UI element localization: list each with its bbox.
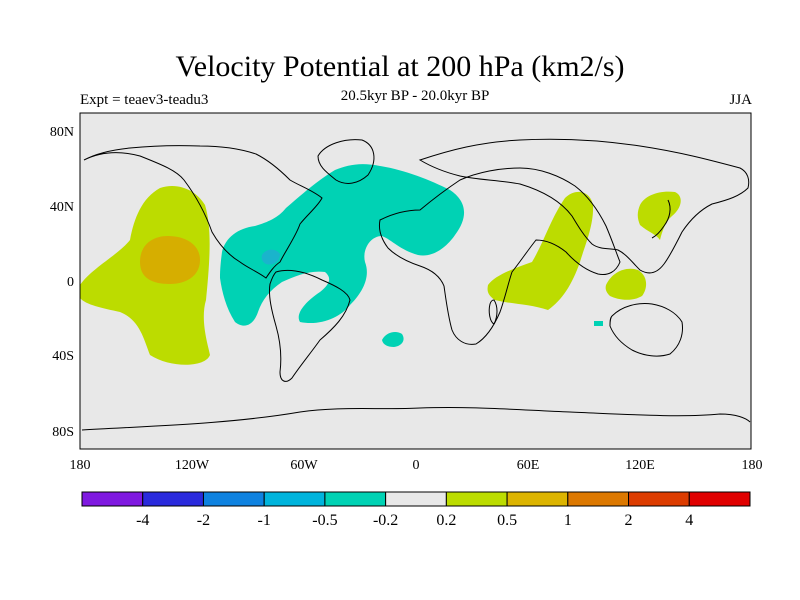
australia-coastline: [609, 303, 683, 357]
south-atlantic-negative-patch: [382, 332, 404, 347]
caribbean-negative-core: [261, 249, 280, 265]
colorbar-label: 2: [625, 512, 633, 529]
colorbar-swatch: [385, 491, 447, 507]
lat-tick-80s: 80S: [52, 425, 74, 440]
experiment-label: Expt = teaev3-teadu3: [80, 92, 209, 108]
colorbar-swatch: [81, 491, 144, 507]
longitude-axis: 180 120W 60W 0 60E 120E 180: [70, 458, 763, 473]
indian-ocean-negative-patch: [594, 321, 603, 326]
lon-tick-120e: 120E: [625, 458, 655, 473]
atlantic-eurasia-negative-region: [220, 164, 465, 326]
colorbar-swatch: [688, 491, 751, 507]
north-america-coastline: [83, 145, 323, 279]
colorbar-label: -1: [258, 512, 271, 529]
coastlines: [81, 138, 751, 431]
indian-ocean-positive-region: [487, 191, 594, 310]
colorbar-swatch: [263, 491, 326, 507]
lon-tick-180e: 180: [742, 458, 763, 473]
map-title: Velocity Potential at 200 hPa (km2/s): [175, 50, 625, 83]
colorbar: -4 -2 -1 -0.5 -0.2 0.2 0.5 1 2 4: [81, 491, 751, 529]
latitude-axis: 80N 40N 0 40S 80S: [50, 125, 74, 440]
colorbar-swatch: [142, 491, 204, 507]
lat-tick-40n: 40N: [50, 200, 74, 215]
time-period-label: 20.5kyr BP - 20.0kyr BP: [340, 88, 490, 104]
lon-tick-60e: 60E: [517, 458, 540, 473]
south-america-coastline: [269, 269, 351, 382]
japan-coastline: [651, 199, 671, 239]
madagascar-coastline: [488, 299, 498, 325]
colorbar-label: -4: [136, 512, 149, 529]
season-label: JJA: [729, 92, 752, 108]
colorbar-label: -0.2: [373, 512, 398, 529]
lon-tick-120w: 120W: [175, 458, 210, 473]
colorbar-swatch: [567, 491, 630, 507]
western-pacific-positive-region: [637, 191, 681, 240]
lat-tick-40s: 40S: [52, 349, 74, 364]
colorbar-swatch: [445, 491, 508, 507]
east-pacific-positive-core: [140, 236, 200, 284]
colorbar-swatch: [324, 491, 387, 507]
colorbar-label: 0.2: [436, 512, 456, 529]
colorbar-label: 1: [564, 512, 572, 529]
colorbar-label: 0.5: [497, 512, 517, 529]
colorbar-swatch: [202, 491, 265, 507]
antarctica-coastline: [81, 406, 751, 431]
maritime-continent-positive-region: [605, 268, 647, 300]
negative-anomaly-regions: [220, 164, 603, 347]
colorbar-swatch: [506, 491, 569, 507]
map-frame: [79, 112, 752, 450]
lat-tick-80n: 80N: [50, 125, 74, 140]
colorbar-swatch: [628, 491, 690, 507]
colorbar-label: -2: [197, 512, 210, 529]
lat-tick-0: 0: [67, 275, 74, 290]
colorbar-label: -0.5: [312, 512, 337, 529]
colorbar-label: 4: [685, 512, 693, 529]
africa-europe-coastline: [379, 167, 621, 345]
lon-tick-0: 0: [413, 458, 420, 473]
greenland-coastline: [317, 139, 375, 184]
asia-coastline: [418, 138, 750, 274]
lon-tick-180w: 180: [70, 458, 91, 473]
lon-tick-60w: 60W: [290, 458, 318, 473]
